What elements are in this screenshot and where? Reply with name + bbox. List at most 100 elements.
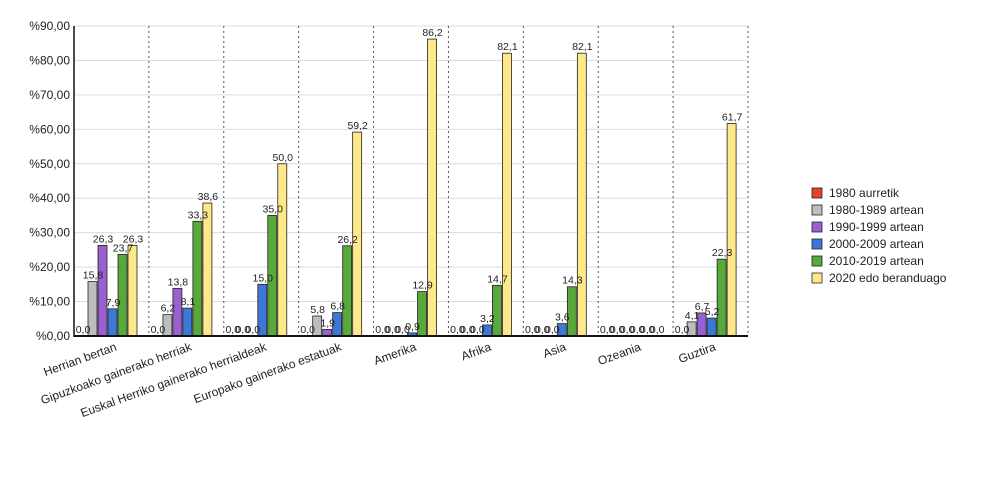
bar [127, 245, 138, 337]
legend-swatch [811, 221, 823, 233]
data-label: 6,2 [161, 303, 176, 315]
y-tick-label: %80,00 [29, 53, 70, 67]
bar [97, 245, 108, 337]
bar [107, 308, 118, 337]
x-tick-label: Europako gainerako estatuak [192, 339, 344, 406]
x-tick-label: Guztira [676, 340, 717, 366]
y-tick-label: %70,00 [29, 88, 70, 102]
bar [192, 220, 203, 337]
bars [87, 38, 737, 337]
data-label: 0,0 [470, 324, 485, 336]
data-label: 38,6 [198, 191, 219, 203]
data-label: 0,0 [610, 324, 625, 336]
data-label: 0,0 [640, 324, 655, 336]
data-label: 0,0 [460, 324, 475, 336]
bar [492, 284, 502, 337]
data-label: 6,7 [695, 301, 710, 313]
data-label: 0,0 [375, 324, 390, 336]
data-label: 0,0 [151, 324, 166, 336]
data-label: 0,0 [535, 324, 550, 336]
axes: %0,00 %10,00 %20,00 %30,00 %40,00 %50,00 %60,0… [29, 19, 748, 420]
data-label: 15,0 [253, 272, 274, 284]
bar [576, 52, 587, 337]
bar [502, 52, 512, 337]
legend-entry: 1980 aurretik [829, 186, 900, 200]
data-label: 0,0 [545, 324, 560, 336]
bar [706, 317, 717, 337]
data-label: 0,0 [76, 324, 91, 336]
data-label: 82,1 [572, 41, 593, 53]
grid [74, 25, 749, 336]
bar [117, 253, 128, 337]
x-tick-label: Asia [541, 340, 568, 361]
y-tick-label: %60,00 [29, 122, 70, 136]
legend-entry: 1990-1999 artean [829, 220, 924, 234]
data-label: 1,9 [320, 317, 335, 329]
data-label: 59,2 [347, 120, 368, 132]
data-label: 26,3 [93, 233, 114, 245]
data-labels: 0,0 15,8 26,3 7,9 23,726,3 0,0 6,2 13,8 8,1 33,3 3… [76, 27, 743, 336]
data-label: 15,8 [83, 270, 104, 282]
data-label: 7,9 [106, 297, 121, 309]
data-label: 82,1 [497, 41, 518, 53]
data-label: 86,2 [422, 27, 443, 39]
data-label: 5,8 [310, 304, 325, 316]
data-label: 14,3 [562, 275, 583, 287]
data-label: 0,0 [620, 324, 635, 336]
data-label: 13,8 [168, 276, 189, 288]
data-label: 35,0 [263, 203, 284, 215]
data-label: 8,1 [181, 296, 196, 308]
legend-entry: 2010-2019 artean [829, 254, 924, 268]
data-label: 0,0 [385, 324, 400, 336]
x-tick-label: Amerika [372, 340, 418, 368]
y-tick-label: %90,00 [29, 19, 70, 33]
legend-swatch [811, 255, 823, 267]
data-label: 3,6 [555, 312, 570, 324]
data-label: 61,7 [722, 111, 743, 123]
y-tick-label: %40,00 [29, 191, 70, 205]
data-label: 0,0 [600, 324, 615, 336]
data-label: 33,3 [188, 209, 209, 221]
legend-entry: 2020 edo beranduago [829, 271, 947, 285]
legend-swatch [811, 272, 823, 284]
bar [182, 307, 193, 337]
data-label: 6,8 [330, 301, 345, 313]
y-tick-label: %30,00 [29, 226, 70, 240]
legend-swatch [811, 238, 823, 250]
y-tick-label: %50,00 [29, 157, 70, 171]
data-label: 12,9 [412, 280, 433, 292]
y-tick-label: %10,00 [29, 295, 70, 309]
data-label: 14,7 [487, 273, 508, 285]
data-label: 4,1 [685, 310, 700, 322]
data-label: 5,2 [705, 306, 720, 318]
bar [342, 245, 353, 337]
bar [716, 258, 727, 337]
data-label: 0,0 [245, 324, 260, 336]
bar [277, 163, 288, 337]
data-label: 0,0 [395, 324, 410, 336]
bar [726, 123, 737, 337]
bar [202, 202, 213, 337]
data-label: 50,0 [273, 152, 294, 164]
legend-entry: 1980-1989 artean [829, 203, 924, 217]
data-label: 26,3 [123, 233, 144, 245]
data-label: 0,0 [675, 324, 690, 336]
data-label: 22,3 [712, 247, 733, 259]
data-label: 3,2 [480, 313, 495, 325]
data-label: 23,7 [113, 242, 134, 254]
data-label: 0,0 [525, 324, 540, 336]
x-tick-label: Ozeania [596, 340, 643, 369]
data-label: 0,0 [300, 324, 315, 336]
data-label: 0,0 [235, 324, 250, 336]
y-tick-label: %0,00 [36, 329, 70, 343]
legend: 1980 aurretik 1980-1989 artean 1990-1999 a… [811, 186, 947, 285]
data-label: 26,2 [337, 234, 358, 246]
legend-entry: 2000-2009 artean [829, 237, 924, 251]
y-tick-label: %20,00 [29, 260, 70, 274]
data-label: 0,0 [630, 324, 645, 336]
data-label: 0,0 [225, 324, 240, 336]
x-tick-label: Afrika [459, 340, 493, 364]
legend-swatch [811, 204, 823, 216]
